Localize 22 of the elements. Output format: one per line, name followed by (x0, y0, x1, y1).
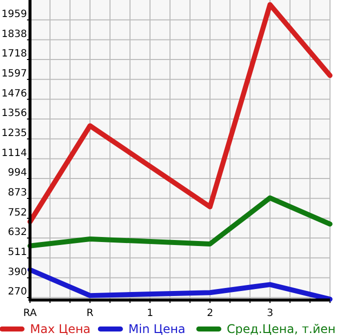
y-tick-label: 1235 (2, 128, 27, 139)
legend-label: Min Цена (128, 322, 186, 335)
y-tick-label: 511 (8, 246, 27, 258)
y-tick-label: 1114 (2, 148, 27, 159)
x-tick-label: 3 (266, 308, 274, 319)
y-tick-label: 1838 (2, 28, 27, 40)
x-tick-label: 2 (206, 308, 214, 319)
x-tick-label: RA (23, 308, 37, 319)
y-tick-label: 270 (8, 286, 27, 298)
y-tick-label: 1959 (2, 8, 27, 20)
y-tick-label: 632 (8, 227, 27, 238)
y-tick-label: 994 (8, 168, 27, 179)
y-tick-label: 1597 (2, 68, 27, 80)
x-tick-label: 1 (146, 308, 154, 319)
y-tick-label: 873 (8, 187, 27, 198)
x-tick-label: R (86, 308, 94, 319)
y-tick-label: 1718 (2, 48, 27, 60)
y-tick-label: 1476 (2, 88, 27, 100)
y-tick-label: 1356 (2, 108, 27, 120)
legend-label: Max Цена (30, 322, 91, 335)
y-tick-label: 390 (8, 266, 27, 278)
y-tick-label: 752 (8, 207, 27, 218)
